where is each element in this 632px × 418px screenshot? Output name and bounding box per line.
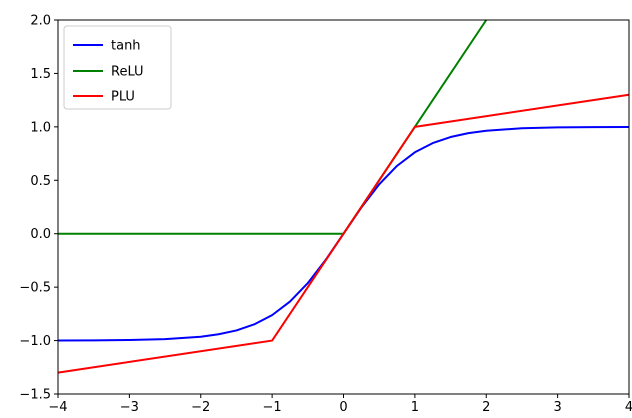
x-tick-label: 4 [625,400,632,415]
y-tick-label: 2.0 [30,14,51,29]
x-tick-label: −2 [191,400,210,415]
x-tick-label: −4 [48,400,67,415]
y-tick-label: 0.5 [30,174,51,189]
series-layer [57,19,630,374]
x-tick-label: −1 [263,400,282,415]
y-tick-label: −1.0 [19,334,51,349]
x-tick-label: 1 [411,400,419,415]
y-axis: −1.5 −1.0 −0.5 0.0 0.5 1.0 1.5 2.0 [19,14,58,403]
y-tick-label: 1.5 [30,67,51,82]
legend-box [63,25,172,110]
x-axis: −4 −3 −2 −1 0 1 2 3 4 [48,394,632,415]
x-tick-label: 3 [553,400,561,415]
legend-label-plu: PLU [111,90,135,105]
legend-label-relu: ReLU [111,65,144,80]
legend: tanh ReLU PLU [63,25,172,110]
y-tick-label: −0.5 [19,281,51,296]
x-tick-label: 0 [339,400,347,415]
y-tick-label: 1.0 [30,120,51,135]
x-tick-label: 2 [482,400,490,415]
x-tick-label: −3 [120,400,139,415]
series-line-plu [57,93,630,374]
y-tick-label: −1.5 [19,388,51,403]
legend-label-tanh: tanh [111,39,141,54]
y-tick-label: 0.0 [30,227,51,242]
